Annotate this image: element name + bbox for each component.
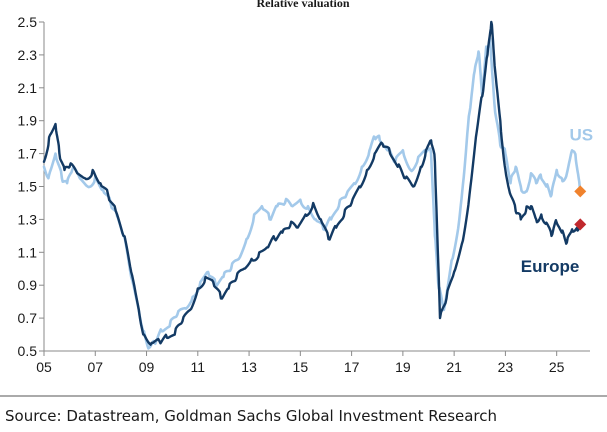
y-tick-label: 1.5 — [18, 179, 38, 195]
y-axis: 0.5 0.7 0.9 1.1 1.3 1.5 1.7 1.9 2.1 2.3 2.5 — [18, 14, 45, 359]
x-tick-label: 05 — [36, 359, 52, 375]
x-tick-label: 15 — [293, 359, 309, 375]
y-tick-label: 2.5 — [18, 14, 38, 30]
y-tick-label: 2.3 — [18, 47, 38, 63]
plot-area — [42, 20, 582, 350]
y-tick-label: 1.3 — [18, 211, 38, 227]
x-tick-label: 25 — [549, 359, 565, 375]
chart-title: Relative valuation — [257, 0, 350, 10]
endpoint-marker-europe — [574, 218, 587, 231]
series-label-us: US — [569, 125, 593, 144]
x-tick-label: 07 — [87, 359, 103, 375]
series-label-europe: Europe — [521, 257, 580, 276]
y-tick-label: 1.9 — [18, 113, 38, 129]
y-tick-label: 2.1 — [18, 80, 38, 96]
y-tick-label: 1.1 — [18, 244, 38, 260]
x-tick-label: 09 — [139, 359, 155, 375]
series-labels: US Europe — [521, 125, 593, 276]
y-tick-label: 1.7 — [18, 146, 38, 162]
source-note: Source: Datastream, Goldman Sachs Global… — [5, 407, 498, 425]
y-tick-label: 0.7 — [18, 310, 38, 326]
x-tick-label: 11 — [191, 359, 206, 375]
x-tick-label: 13 — [241, 359, 257, 375]
x-tick-label: 21 — [446, 359, 462, 375]
endpoint-marker-us — [574, 185, 587, 198]
x-axis: 05 07 09 11 13 15 17 19 21 23 25 — [36, 350, 590, 375]
series-line-europe — [42, 20, 581, 346]
endpoint-markers — [574, 185, 587, 231]
x-tick-label: 23 — [498, 359, 514, 375]
y-tick-label: 0.5 — [18, 343, 38, 359]
x-tick-label: 19 — [395, 359, 411, 375]
x-tick-label: 17 — [344, 359, 360, 375]
series-line-us — [42, 37, 582, 350]
y-tick-label: 0.9 — [18, 277, 38, 293]
